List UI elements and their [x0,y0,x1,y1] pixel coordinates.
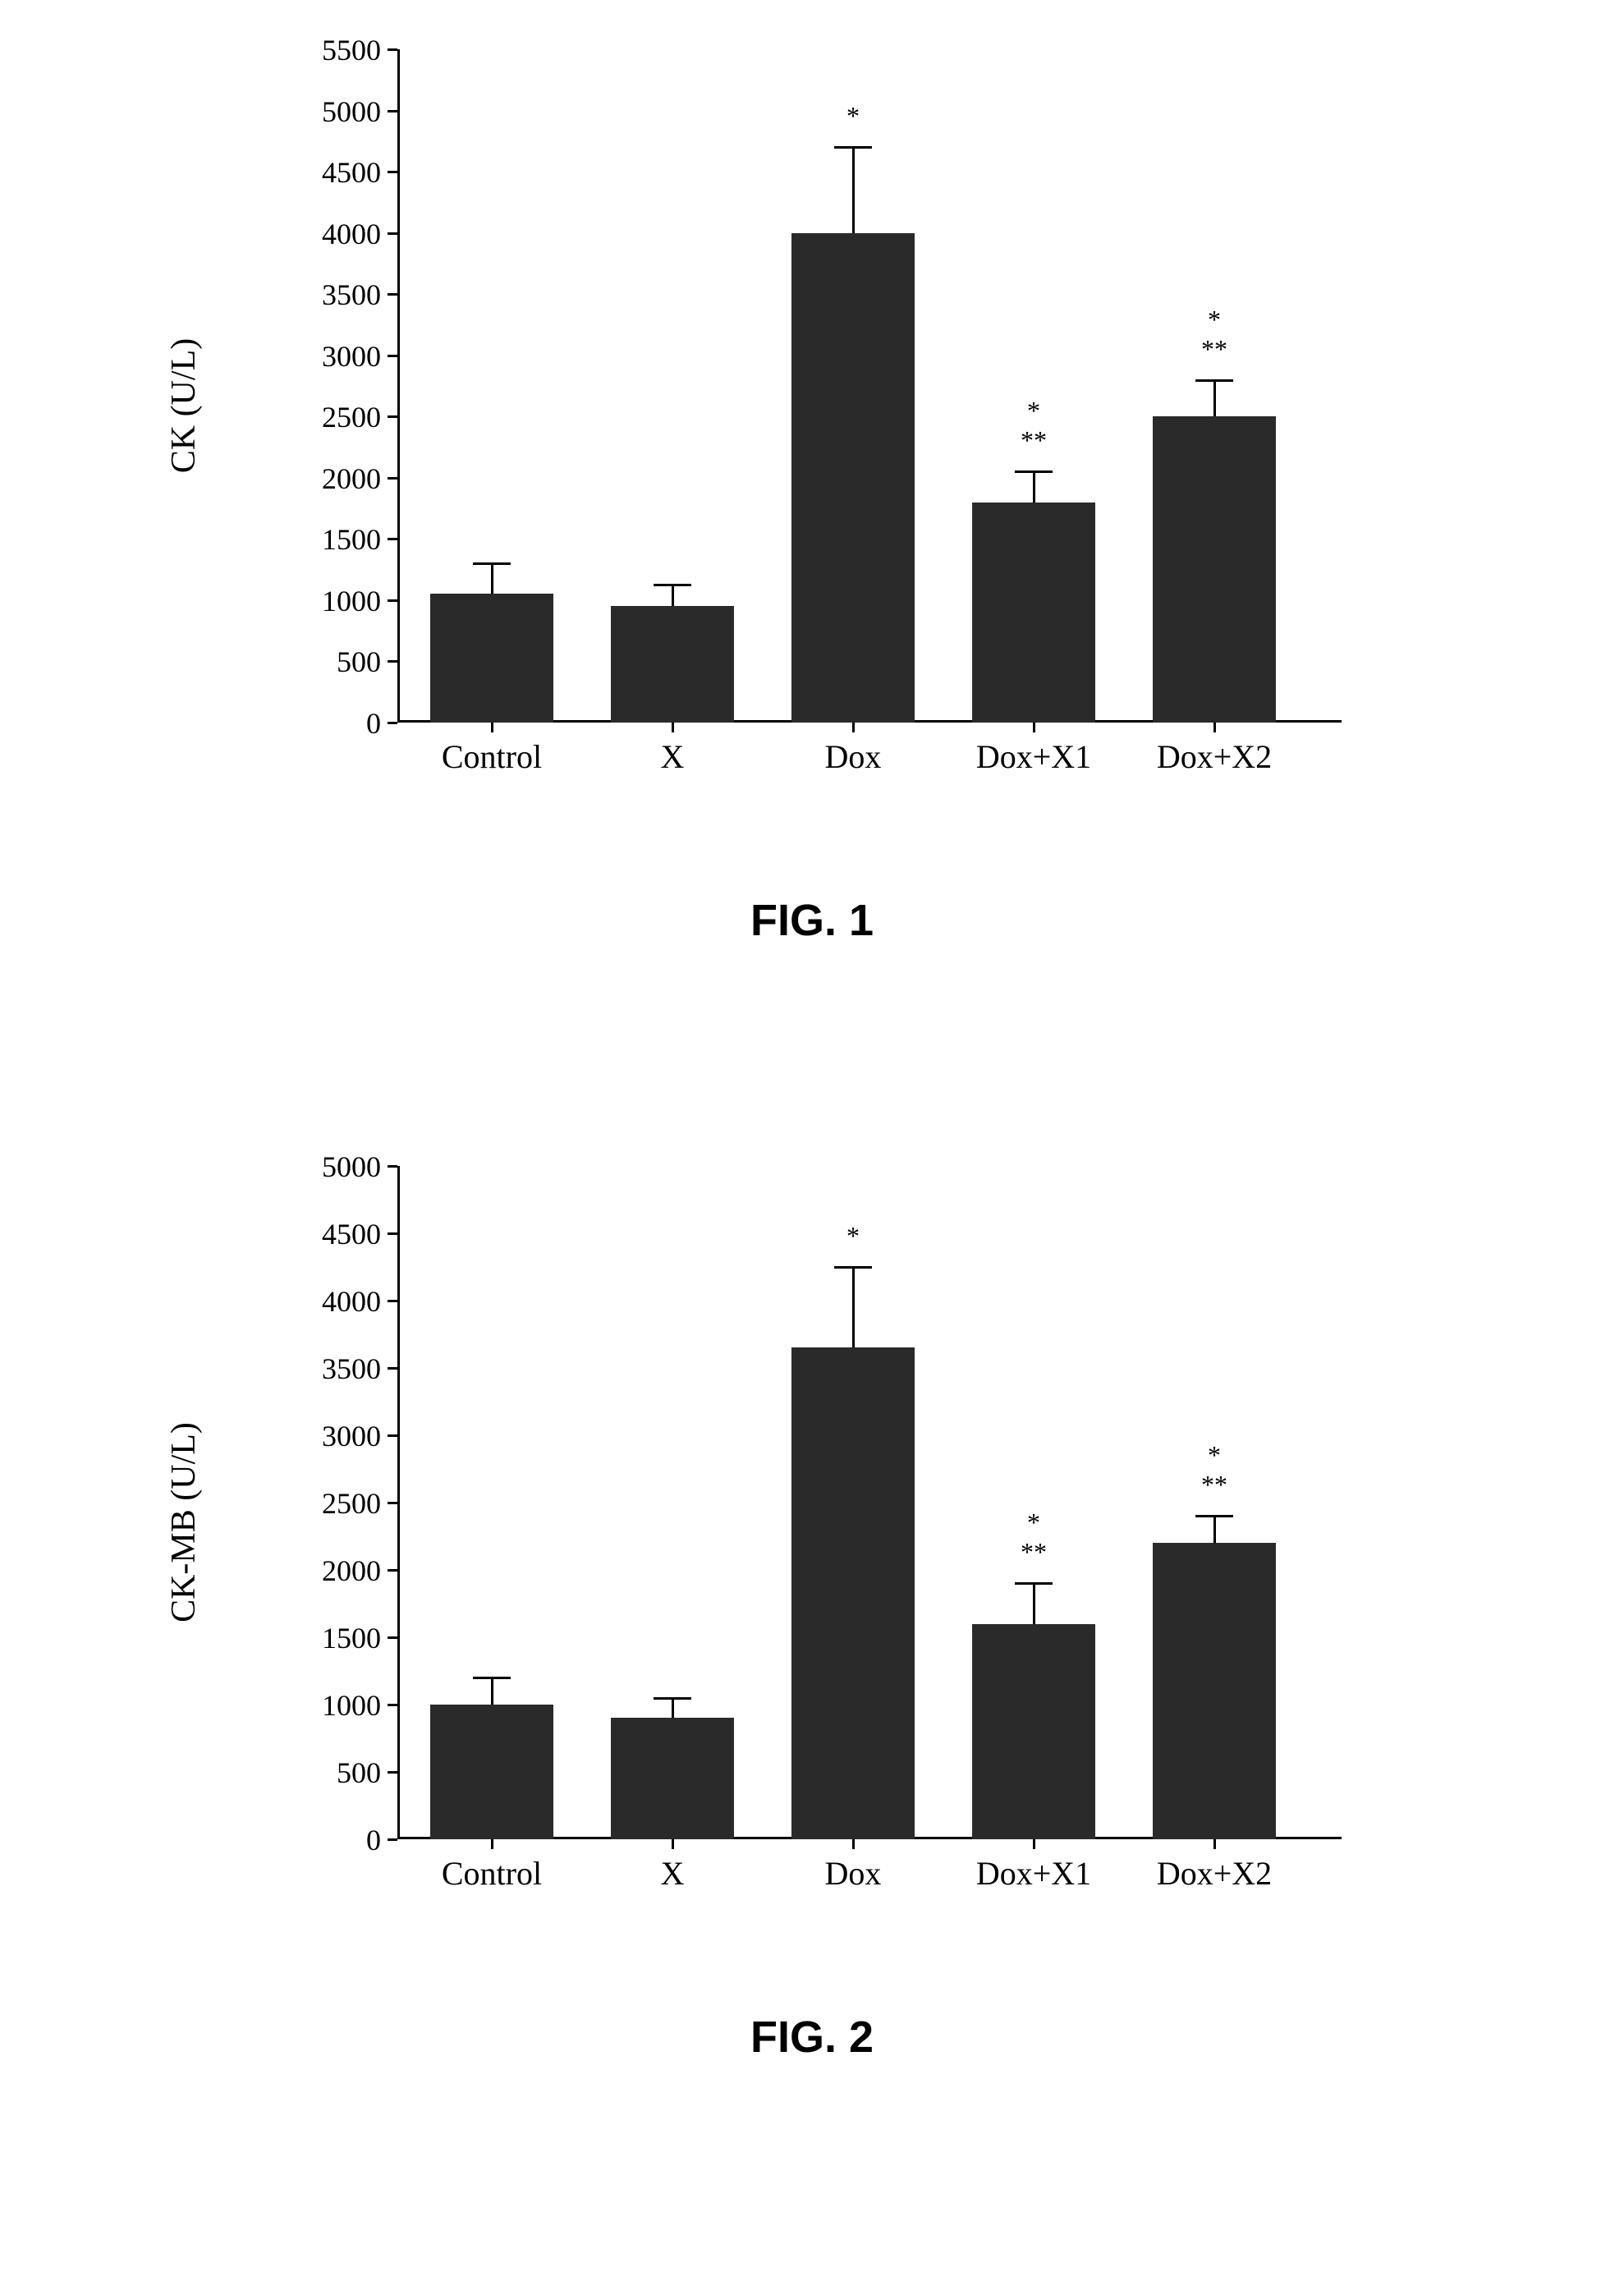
figure-caption: FIG. 1 [217,895,1407,946]
bar [1153,416,1276,723]
y-tick-label: 5000 [322,94,397,129]
error-bar [672,1698,674,1719]
y-tick-label: 2000 [322,1554,397,1588]
x-tick-label: Control [393,737,590,776]
x-tick-label: Dox+X2 [1116,1854,1313,1893]
significance-mark: ** [984,427,1083,453]
x-tick [1213,1839,1216,1849]
error-bar-cap [1195,379,1233,382]
bar [430,594,553,723]
y-axis-label: CK-MB (U/L) [164,1186,204,1859]
figure-caption: FIG. 2 [217,2012,1407,2063]
fig2-chart: CK-MB (U/L)05001000150020002500300035004… [217,1166,1407,1938]
x-tick [491,1839,493,1849]
bar [791,1347,915,1839]
x-tick [1213,723,1216,732]
error-bar-cap [654,1697,691,1700]
y-tick-label: 4000 [322,1284,397,1319]
significance-mark: ** [984,1539,1083,1565]
y-tick-label: 1000 [322,584,397,618]
y-tick-label: 2500 [322,400,397,434]
x-tick-label: X [574,1854,771,1893]
y-tick-label: 4500 [322,1217,397,1251]
x-tick [852,1839,855,1849]
error-bar [1033,1583,1035,1623]
plot-area: 0500100015002000250030003500400045005000… [397,1166,1342,1839]
error-bar [1213,1516,1216,1543]
y-tick-label: 2000 [322,461,397,496]
bar [611,1718,734,1839]
x-tick [1033,723,1035,732]
bar [430,1705,553,1839]
error-bar [1033,471,1035,502]
y-tick-label: 5000 [322,1150,397,1184]
error-bar-cap [834,146,872,149]
significance-mark: * [1165,1442,1264,1468]
fig1-chart: CK (U/L)05001000150020002500300035004000… [217,49,1407,821]
significance-mark: * [804,1223,902,1249]
error-bar-cap [1015,1582,1053,1585]
significance-mark: ** [1165,336,1264,362]
error-bar-cap [473,1677,511,1679]
plot-area: 0500100015002000250030003500400045005000… [397,49,1342,723]
error-bar-cap [1195,1515,1233,1517]
error-bar [672,585,674,607]
y-tick-label: 3000 [322,339,397,374]
significance-mark: ** [1165,1471,1264,1498]
y-tick-label: 500 [337,1755,397,1790]
error-bar-cap [654,584,691,586]
x-tick [672,1839,674,1849]
x-tick [852,723,855,732]
y-tick-label: 500 [337,645,397,679]
error-bar-cap [473,562,511,565]
error-bar [852,1267,855,1347]
x-tick-label: Dox [755,1854,952,1893]
y-tick-label: 1500 [322,1621,397,1655]
x-tick [491,723,493,732]
error-bar [491,1677,493,1705]
bar [611,606,734,723]
error-bar-cap [834,1266,872,1269]
y-tick-label: 0 [366,1823,397,1857]
y-tick-label: 4000 [322,217,397,251]
x-tick-label: Control [393,1854,590,1893]
y-tick-label: 3500 [322,1352,397,1386]
y-axis-label: CK (U/L) [164,69,204,742]
x-tick [1033,1839,1035,1849]
bar [972,1624,1095,1839]
x-tick-label: Dox+X2 [1116,737,1313,776]
y-tick-label: 3000 [322,1419,397,1453]
x-tick [672,723,674,732]
fig1-block: CK (U/L)05001000150020002500300035004000… [217,49,1407,946]
error-bar-cap [1015,470,1053,473]
y-tick-label: 4500 [322,155,397,190]
y-tick-label: 3500 [322,278,397,312]
bar [1153,1543,1276,1839]
error-bar [852,147,855,232]
y-tick-label: 1000 [322,1688,397,1723]
significance-mark: * [1165,306,1264,333]
fig2-block: CK-MB (U/L)05001000150020002500300035004… [217,1166,1407,2063]
significance-mark: * [804,103,902,129]
x-tick-label: Dox+X1 [935,1854,1132,1893]
y-tick-label: 1500 [322,522,397,557]
y-tick-label: 0 [366,706,397,741]
significance-mark: * [984,1509,1083,1535]
y-tick-label: 5500 [322,33,397,67]
error-bar [1213,380,1216,417]
bar [972,503,1095,723]
bar [791,233,915,723]
x-tick-label: X [574,737,771,776]
y-tick-label: 2500 [322,1486,397,1521]
x-tick-label: Dox [755,737,952,776]
x-tick-label: Dox+X1 [935,737,1132,776]
significance-mark: * [984,397,1083,424]
y-axis [397,49,400,723]
error-bar [491,563,493,594]
y-axis [397,1166,400,1839]
